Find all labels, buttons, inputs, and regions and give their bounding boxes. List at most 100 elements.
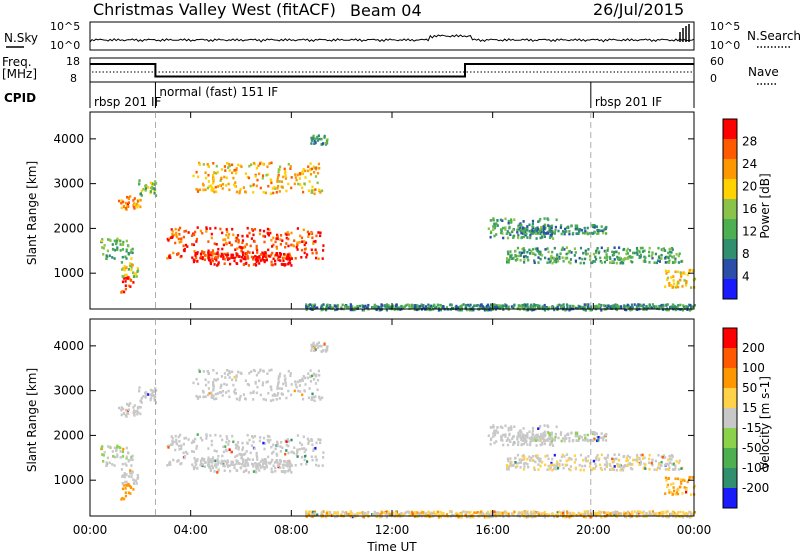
velocity-echo-cell [144,391,148,394]
velocity-echo-cell [213,397,216,401]
power-echo-cell [325,308,328,312]
power-echo-cell [250,255,254,259]
velocity-echo-cell [155,389,158,392]
velocity-echo-cell [603,435,606,438]
power-echo-cell [667,256,670,260]
velocity-echo-cell [523,436,526,440]
velocity-echo-cell [536,436,539,440]
power-echo-cell [528,223,531,227]
velocity-echo-cell [266,434,269,438]
power-echo-cell [492,217,495,220]
power-echo-cell [586,252,589,256]
velocity-echo-cell [209,468,212,471]
power-echo-cell [204,254,207,257]
velocity-echo-cell [500,438,503,442]
power-echo-cell [658,304,661,308]
power-echo-cell [248,231,251,235]
power-echo-cell [677,281,680,285]
power-echo-cell [485,308,488,312]
velocity-echo-cell [364,513,367,517]
velocity-echo-cell [255,373,258,377]
velocity-echo-cell [509,462,512,465]
velocity-echo-cell [223,382,226,386]
power-echo-cell [509,233,512,236]
velocity-echo-cell [666,462,669,466]
velocity-echo-cell [407,510,410,514]
velocity-echo-cell [356,511,359,515]
velocity-echo-cell [234,455,237,458]
velocity-echo-cell [455,511,458,515]
power-echo-cell [124,201,128,205]
power-echo-cell [539,250,542,254]
velocity-echo-cell [233,466,236,470]
power-echo-cell [311,191,314,194]
velocity-echo-cell [486,510,490,514]
velocity-echo-cell [559,459,562,462]
power-echo-cell [530,249,533,253]
velocity-echo-cell [138,389,141,392]
power-echo-cell [625,308,628,312]
power-echo-cell [240,259,243,263]
power-echo-cell [543,306,546,310]
power-echo-cell [507,219,510,223]
power-echo-cell [120,291,123,294]
time-axis: 00:00 04:00 08:00 12:00 16:00 20:00 00:00 [73,112,711,537]
power-echo-cell [230,253,233,257]
power-echo-cell [586,306,589,309]
power-echo-cell [300,236,304,240]
velocity-echo-cell [525,439,528,442]
power-echo-cell [220,168,223,171]
power-echo-cell [174,227,177,231]
velocity-echo-cell [272,443,275,447]
power-echo-cell [252,161,255,165]
velocity-echo-cell [568,456,571,460]
power-echo-cell [322,303,325,306]
velocity-echo-cell [263,442,267,445]
power-echo-cell [529,236,532,240]
power-echo-cell [262,190,265,194]
power-echo-cell [123,265,126,268]
velocity-echo-cell [289,464,292,468]
velocity-echo-cell [314,455,317,459]
velocity-echo-cell [299,390,302,393]
velocity-echo-cell [516,465,519,468]
velocity-echo-cell [497,511,500,514]
power-echo-cell [100,239,103,243]
velocity-echo-cell [208,463,211,467]
power-echo-cell [310,136,313,140]
power-echo-cell [213,190,216,194]
velocity-echo-cell [153,398,156,402]
power-echo-cell [195,256,198,259]
power-echo-cell [318,167,321,170]
power-echo-cell [258,257,262,260]
velocity-echo-cell [604,433,608,437]
power-echo-cell [636,304,639,308]
velocity-echo-cell [380,512,383,516]
power-echo-cell [220,252,223,256]
power-echo-cell [228,169,231,172]
velocity-echo-cell [314,446,317,450]
velocity-echo-cell [204,395,207,399]
velocity-echo-cell [659,512,662,515]
velocity-echo-cell [133,410,136,414]
velocity-echo-cell [107,445,110,448]
velocity-echo-cell [212,381,215,384]
power-echo-cell [479,307,482,310]
power-echo-cell [227,182,230,186]
velocity-echo-cell [650,461,653,465]
colorbar-swatch [723,279,737,299]
power-echo-cell [286,253,290,257]
velocity-echo-cell [286,460,290,464]
velocity-echo-cell [276,440,279,444]
power-echo-cell [212,162,215,165]
power-echo-cell [460,304,463,307]
power-echo-cell [311,251,314,255]
velocity-echo-cell [264,398,267,402]
power-echo-cell [261,251,264,255]
velocity-echo-cell [207,447,210,450]
power-echo-cell [274,262,277,266]
velocity-echo-cell [230,463,233,466]
power-echo-cell [207,240,210,243]
power-echo-cell [501,232,504,235]
power-echo-cell [554,228,557,232]
